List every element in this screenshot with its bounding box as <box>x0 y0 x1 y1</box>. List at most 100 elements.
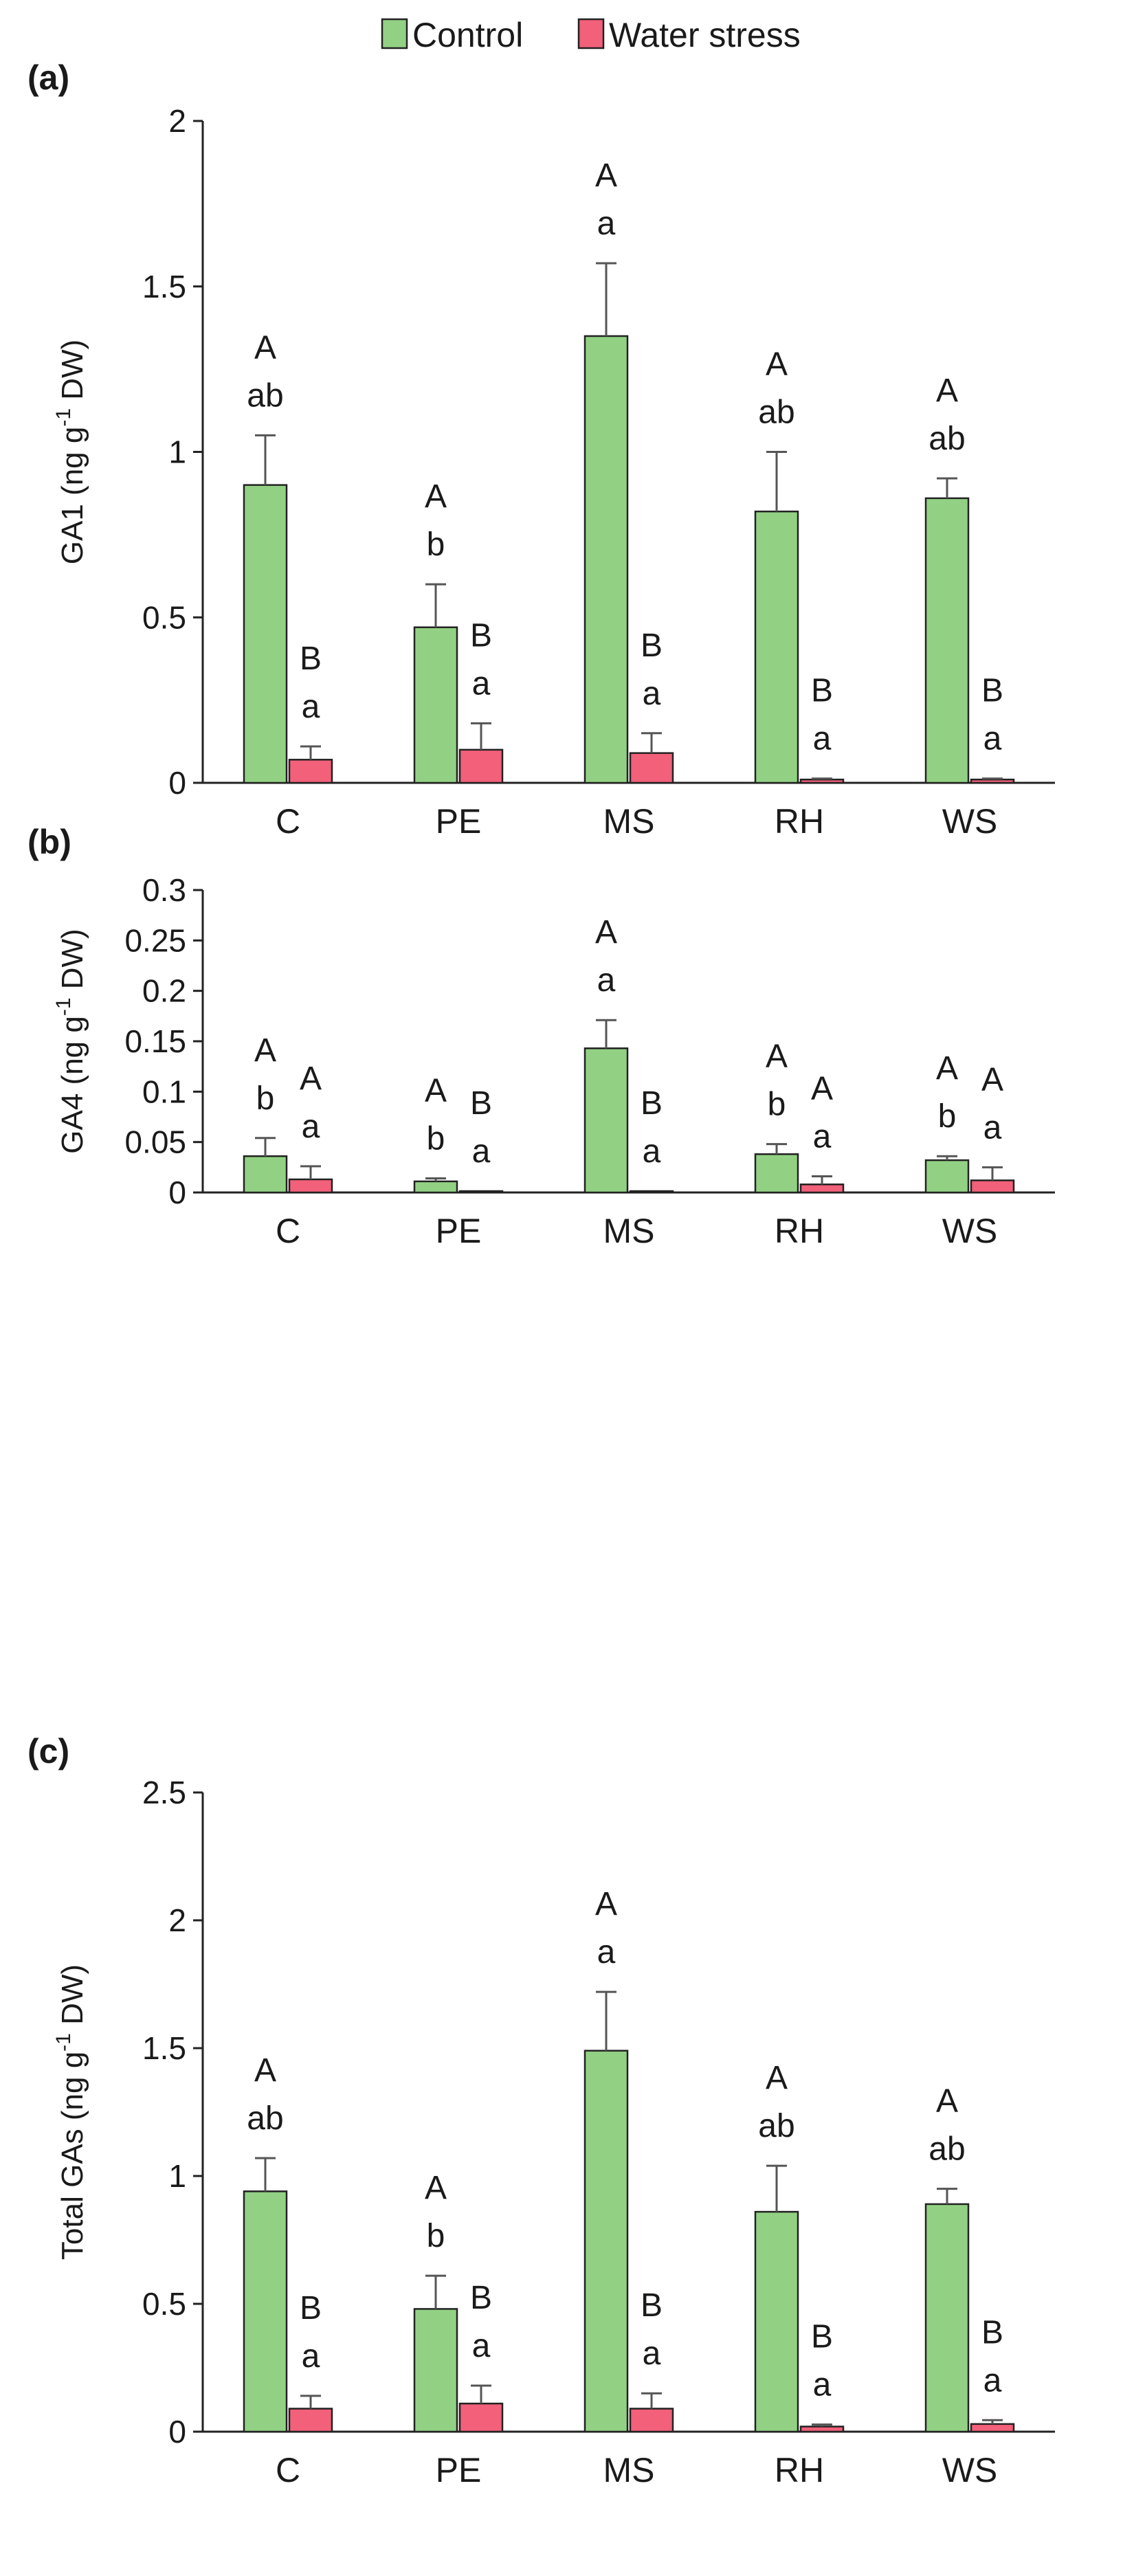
x-tick-label: C <box>276 2451 300 2489</box>
significance-label-bottom: b <box>768 1087 786 1123</box>
bar-water-stress <box>629 1190 674 1194</box>
significance-label-top: A <box>766 1039 788 1075</box>
bar-water-stress <box>799 1184 845 1194</box>
y-tick-label: 0.3 <box>142 872 186 908</box>
significance-label-top: B <box>470 2280 492 2316</box>
y-tick-label: 1.5 <box>142 2030 186 2066</box>
significance-label-bottom: a <box>597 1934 616 1970</box>
bar-water-stress <box>288 1178 333 1194</box>
x-tick-label: MS <box>603 1212 655 1250</box>
bar-water-stress <box>288 2408 333 2433</box>
significance-label-top: A <box>595 1886 617 1922</box>
bar-control <box>413 2308 458 2433</box>
significance-label-bottom: a <box>597 962 616 999</box>
bar-control <box>243 484 288 784</box>
panel-letter: (a) <box>27 58 69 97</box>
x-tick-label: WS <box>942 1212 998 1250</box>
bar-control <box>243 1155 288 1194</box>
significance-label-bottom: ab <box>929 421 965 457</box>
x-tick-label: RH <box>775 802 824 841</box>
legend-swatch-control <box>381 18 408 49</box>
bar-control <box>583 335 629 784</box>
significance-label-bottom: b <box>427 526 445 563</box>
significance-label-bottom: a <box>597 206 616 242</box>
significance-label-top: A <box>254 1032 276 1069</box>
significance-label-bottom: a <box>302 1109 320 1145</box>
bar-control <box>754 510 799 784</box>
x-tick-label: PE <box>436 1212 482 1250</box>
y-tick-label: 0.2 <box>142 973 186 1009</box>
significance-label-top: B <box>811 673 833 709</box>
y-tick-label: 2 <box>168 103 186 139</box>
bar-water-stress <box>970 2423 1015 2433</box>
significance-label-top: B <box>470 617 492 654</box>
significance-label-top: B <box>641 2287 663 2324</box>
y-tick-label: 0.1 <box>142 1074 186 1109</box>
significance-label-top: A <box>300 1061 322 1097</box>
significance-label-top: A <box>936 2083 958 2120</box>
significance-label-bottom: ab <box>758 395 794 431</box>
significance-label-bottom: a <box>813 1119 832 1155</box>
x-tick-label: MS <box>603 802 655 841</box>
x-tick-label: RH <box>775 2451 824 2489</box>
significance-label-top: B <box>300 2290 322 2327</box>
legend-label-water-stress: Water stress <box>609 16 801 54</box>
y-tick-label: 0 <box>168 2414 186 2450</box>
y-tick-label: 2 <box>168 1902 186 1938</box>
bar-control <box>413 1180 458 1194</box>
significance-label-bottom: a <box>472 665 491 702</box>
bar-water-stress <box>970 778 1015 784</box>
bar-control <box>754 1153 799 1194</box>
significance-label-bottom: a <box>472 1133 491 1170</box>
significance-label-bottom: a <box>643 2335 661 2372</box>
significance-label-bottom: b <box>256 1080 275 1117</box>
y-axis-label: GA1 (ng g-1 DW) <box>52 340 89 564</box>
bar-control <box>243 2190 288 2433</box>
y-tick-label: 0.05 <box>124 1124 186 1160</box>
bar-control <box>924 497 970 784</box>
significance-label-bottom: ab <box>247 377 283 414</box>
significance-label-bottom: a <box>643 676 661 712</box>
bar-water-stress <box>970 1179 1015 1194</box>
x-tick-label: C <box>276 1212 300 1250</box>
significance-label-bottom: ab <box>929 2131 965 2168</box>
y-tick-label: 0.15 <box>124 1023 186 1059</box>
bar-control <box>583 1047 629 1194</box>
significance-label-top: A <box>936 1050 958 1087</box>
bar-water-stress <box>799 778 845 784</box>
significance-label-top: A <box>254 2052 276 2089</box>
bar-water-stress <box>799 2425 845 2433</box>
significance-label-top: B <box>811 2319 833 2355</box>
significance-label-top: A <box>425 1072 447 1109</box>
y-tick-label: 0.5 <box>142 2286 186 2322</box>
panel-b: (b) 0 0.05 0.1 0.15 0.2 0.25 0.3 GA4 (ng g-1 DW)… <box>27 823 1055 1250</box>
legend-swatch-water-stress <box>577 18 605 49</box>
significance-label-top: A <box>766 346 788 383</box>
significance-label-bottom: b <box>427 2218 445 2254</box>
bar-control <box>413 626 458 784</box>
legend-label-control: Control <box>412 16 523 54</box>
significance-label-top: A <box>425 2170 447 2206</box>
x-tick-label: RH <box>775 1212 824 1250</box>
significance-label-bottom: a <box>302 689 320 725</box>
significance-label-bottom: a <box>813 721 832 757</box>
x-tick-label: C <box>276 802 300 841</box>
x-tick-label: WS <box>942 2451 998 2489</box>
significance-label-bottom: b <box>938 1098 957 1135</box>
x-tick-label: WS <box>942 802 998 841</box>
significance-label-top: A <box>595 914 617 951</box>
significance-label-bottom: a <box>983 721 1002 757</box>
legend: Control Water stress <box>381 16 801 54</box>
y-tick-label: 0 <box>168 765 186 801</box>
y-tick-label: 1 <box>168 434 186 470</box>
significance-label-bottom: ab <box>247 2100 283 2137</box>
significance-label-top: B <box>981 2314 1003 2351</box>
significance-label-top: A <box>425 478 447 515</box>
significance-label-bottom: a <box>983 2362 1002 2399</box>
bar-water-stress <box>288 759 333 784</box>
significance-label-bottom: ab <box>758 2108 794 2144</box>
y-tick-label: 0 <box>168 1175 186 1210</box>
bar-water-stress <box>629 752 674 784</box>
